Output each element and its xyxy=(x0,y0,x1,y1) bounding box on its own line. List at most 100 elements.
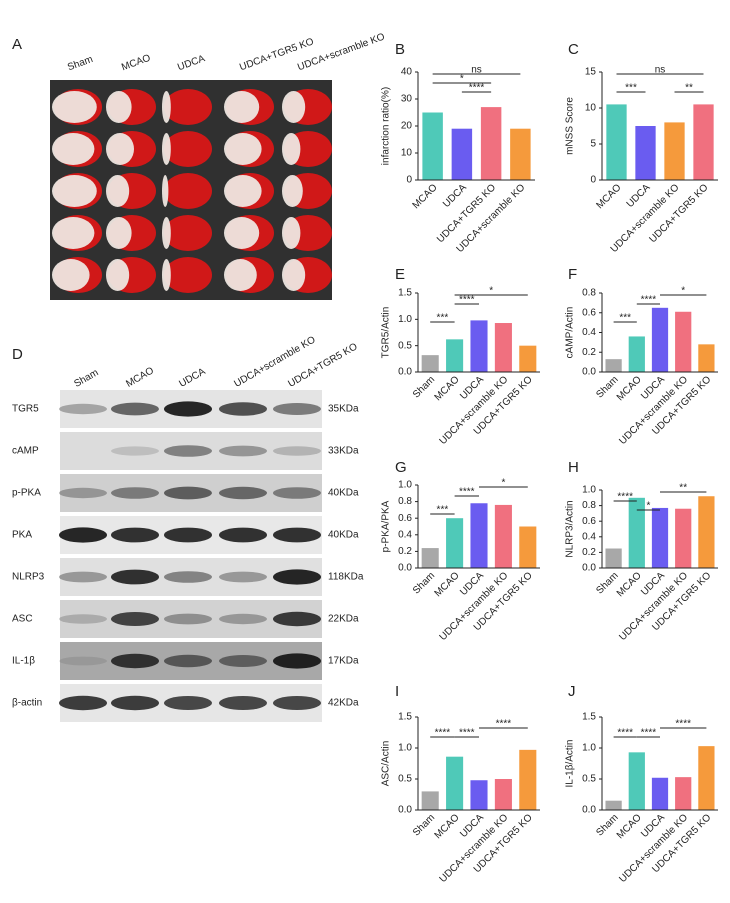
infarct-area xyxy=(282,175,303,207)
size-label: 42KDa xyxy=(328,698,359,709)
blot-band xyxy=(164,654,212,668)
bar xyxy=(446,518,464,568)
sig-label: *** xyxy=(619,313,631,324)
infarct-area xyxy=(162,91,171,123)
blot-band xyxy=(219,696,267,710)
y-tick-label: 1.0 xyxy=(582,743,596,754)
sig-label: **** xyxy=(617,728,633,739)
lane-label: MCAO xyxy=(124,365,156,390)
blot-band xyxy=(219,655,267,667)
x-tick-label: MCAO xyxy=(615,812,644,841)
bar xyxy=(421,355,439,372)
x-tick-label: UDCA xyxy=(625,182,653,210)
infarct-area xyxy=(224,91,260,123)
blot-band xyxy=(273,569,321,585)
blot-band xyxy=(219,527,267,543)
size-label: 118KDa xyxy=(328,572,364,583)
sig-label: * xyxy=(646,501,650,512)
column-label: MCAO xyxy=(120,53,152,74)
blot-band xyxy=(273,653,321,669)
blot-band xyxy=(273,403,321,415)
y-tick-label: 15 xyxy=(585,67,597,78)
panel-letter: J xyxy=(568,683,576,700)
panel-letter: F xyxy=(568,266,577,283)
y-tick-label: 20 xyxy=(401,121,413,132)
size-label: 35KDa xyxy=(328,404,359,415)
infarct-area xyxy=(106,217,132,249)
y-tick-label: 0.6 xyxy=(582,307,596,318)
blot-band xyxy=(219,402,267,416)
x-tick-label: MCAO xyxy=(433,374,462,403)
column-label: UDCA xyxy=(176,53,207,73)
blot-band xyxy=(164,401,212,417)
blot-band xyxy=(219,486,267,500)
sig-label: ns xyxy=(471,65,482,76)
bar xyxy=(675,311,692,372)
bar xyxy=(675,508,692,568)
y-tick-label: 0.2 xyxy=(398,546,412,557)
brain-slice xyxy=(164,89,212,125)
sig-label: * xyxy=(681,286,685,297)
panel-letter: E xyxy=(395,266,405,283)
panel-letter: C xyxy=(568,41,579,58)
blot-band xyxy=(59,571,107,583)
bar xyxy=(675,777,692,810)
blot-band xyxy=(164,527,212,543)
sig-label: ** xyxy=(679,483,687,494)
size-label: 33KDa xyxy=(328,446,359,457)
infarct-area xyxy=(52,91,97,123)
brain-slice xyxy=(164,173,212,209)
y-tick-label: 0.0 xyxy=(398,563,412,574)
protein-label: IL-1β xyxy=(12,656,35,667)
bar xyxy=(421,791,439,810)
sig-label: ** xyxy=(685,83,693,94)
bar xyxy=(606,104,627,180)
y-tick-label: 1.5 xyxy=(582,712,596,723)
bar xyxy=(628,497,645,568)
protein-label: cAMP xyxy=(12,446,39,457)
infarct-area xyxy=(51,133,95,165)
y-tick-label: 10 xyxy=(401,148,413,159)
y-tick-label: 1.0 xyxy=(398,743,412,754)
protein-label: PKA xyxy=(12,530,32,541)
y-tick-label: 0.4 xyxy=(582,531,596,542)
blot-band xyxy=(111,446,159,456)
y-tick-label: 5 xyxy=(590,139,596,150)
protein-label: NLRP3 xyxy=(12,572,45,583)
panel-letter: D xyxy=(12,346,23,363)
blot-band xyxy=(59,656,107,666)
sig-label: **** xyxy=(641,295,657,306)
bar xyxy=(651,777,669,810)
bar xyxy=(519,526,537,568)
y-tick-label: 0.8 xyxy=(582,288,596,299)
blot-band xyxy=(273,446,321,456)
y-tick-label: 0.6 xyxy=(398,513,412,524)
protein-label: β-actin xyxy=(12,698,42,709)
size-label: 40KDa xyxy=(328,488,359,499)
blot-band xyxy=(59,527,107,543)
blot-band xyxy=(59,403,107,415)
bar xyxy=(605,800,622,810)
x-tick-label: MCAO xyxy=(615,570,644,599)
bar xyxy=(510,128,531,180)
bar xyxy=(628,336,645,372)
bar xyxy=(446,756,464,810)
bar xyxy=(519,345,537,372)
infarct-area xyxy=(224,259,257,291)
x-tick-label: MCAO xyxy=(433,812,462,841)
panel-letter: B xyxy=(395,41,405,58)
bar xyxy=(451,128,473,180)
panel-letter: H xyxy=(568,459,579,476)
infarct-area xyxy=(162,133,171,165)
y-tick-label: 0.2 xyxy=(582,547,596,558)
y-tick-label: 0.5 xyxy=(398,340,412,351)
bar xyxy=(635,126,656,180)
bar xyxy=(421,548,439,568)
y-tick-label: 0.0 xyxy=(582,805,596,816)
y-tick-label: 0.0 xyxy=(582,563,596,574)
infarct-area xyxy=(282,133,301,165)
sig-label: **** xyxy=(435,728,451,739)
sig-label: **** xyxy=(459,728,475,739)
bar xyxy=(470,503,488,568)
x-tick-label: MCAO xyxy=(594,182,623,211)
